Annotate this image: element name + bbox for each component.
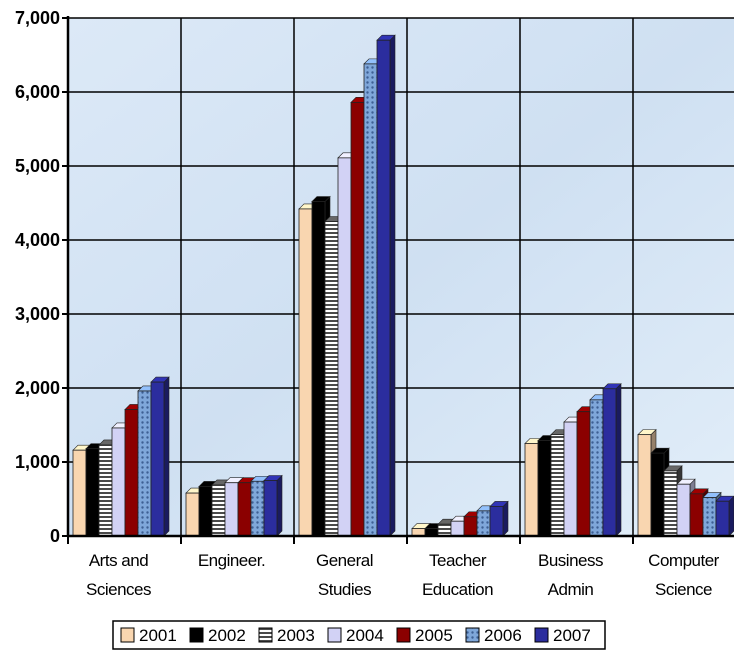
bar-front <box>324 221 339 537</box>
bar-front <box>350 101 365 537</box>
legend-label-2006: 2006 <box>484 626 522 645</box>
bar-front <box>537 440 552 537</box>
legend-label-2002: 2002 <box>208 626 246 645</box>
bar-front <box>524 443 539 537</box>
y-tick-label: 6,000 <box>15 82 60 102</box>
legend-swatch-2002 <box>189 627 204 643</box>
legend-label-2007: 2007 <box>553 626 591 645</box>
bar-front <box>150 381 165 537</box>
bar-2007-2 <box>376 34 396 537</box>
bar-2007-5 <box>715 495 734 537</box>
category-label: Teacher Education <box>422 551 493 599</box>
bars <box>72 34 734 537</box>
bar-front <box>676 483 691 537</box>
y-tick-label: 0 <box>50 526 60 546</box>
bar-side <box>276 474 283 537</box>
bar-front <box>111 427 126 537</box>
bar-front <box>124 409 139 537</box>
bar-side <box>389 34 396 537</box>
bar-front <box>72 449 87 537</box>
bar-front <box>263 480 278 537</box>
bar-side <box>163 376 170 537</box>
bar-front <box>311 201 326 537</box>
bar-2007-1 <box>263 474 283 537</box>
bar-2007-4 <box>602 383 622 537</box>
bar-front <box>563 421 578 537</box>
category-label: Computer Science <box>648 551 719 599</box>
bar-front <box>602 388 617 537</box>
bar-front <box>98 444 113 537</box>
y-tick-labels: 0 1,000 2,000 3,000 4,000 5,000 6,000 7,000 <box>15 8 60 546</box>
legend-label-2005: 2005 <box>415 626 453 645</box>
bar-front <box>576 411 591 537</box>
bar-front <box>298 208 313 537</box>
bar-front <box>663 470 678 537</box>
bar-front <box>250 480 265 537</box>
bar-front <box>85 448 100 537</box>
bar-front <box>637 434 652 537</box>
bar-front <box>363 63 378 537</box>
legend-swatch-2005 <box>396 627 411 643</box>
bar-front <box>224 482 239 537</box>
y-tick-label: 3,000 <box>15 304 60 324</box>
bar-front <box>376 39 391 537</box>
bar-side <box>615 383 622 537</box>
bar-front <box>437 523 452 537</box>
y-tick-label: 7,000 <box>15 8 60 28</box>
y-tick-label: 2,000 <box>15 378 60 398</box>
legend-label-2003: 2003 <box>277 626 315 645</box>
bar-front <box>650 452 665 537</box>
bar-front <box>450 520 465 537</box>
category-label: Business Admin <box>538 551 603 599</box>
category-label: General Studies <box>316 551 373 599</box>
bar-front <box>185 492 200 537</box>
bar-front <box>137 390 152 537</box>
bar-front <box>476 510 491 537</box>
bar-2007-0 <box>150 376 170 537</box>
bar-front <box>715 500 730 537</box>
legend-swatch-2007 <box>534 627 549 643</box>
legend-swatch-2006 <box>465 627 480 643</box>
category-label: Engineer. <box>198 551 265 570</box>
legend-label-2001: 2001 <box>139 626 177 645</box>
category-labels: Arts and Sciences Engineer. General Studies T… <box>86 551 720 599</box>
legend-label-2004: 2004 <box>346 626 384 645</box>
y-tick-label: 5,000 <box>15 156 60 176</box>
legend-swatch-2004 <box>327 627 342 643</box>
bar-front <box>589 399 604 537</box>
legend-swatch-2001 <box>120 627 135 643</box>
bar-front <box>463 516 478 537</box>
y-tick-label: 1,000 <box>15 452 60 472</box>
gridlines <box>68 17 734 537</box>
bar-front <box>211 484 226 537</box>
bar-front <box>550 434 565 537</box>
bar-front <box>689 493 704 537</box>
bar-front <box>337 157 352 537</box>
plot-area <box>68 18 734 536</box>
legend: 2001 2002 2003 2004 2005 2006 2007 <box>112 620 606 650</box>
bar-side <box>502 500 509 537</box>
bar-front <box>198 486 213 537</box>
y-tick-label: 4,000 <box>15 230 60 250</box>
bar-front <box>237 482 252 537</box>
axes <box>62 16 734 544</box>
bar-2007-3 <box>489 500 509 537</box>
legend-swatch-2003 <box>258 627 273 643</box>
category-label: Arts and Sciences <box>86 551 151 599</box>
bar-side <box>728 495 734 537</box>
bar-front <box>489 505 504 537</box>
bar-front <box>702 497 717 537</box>
